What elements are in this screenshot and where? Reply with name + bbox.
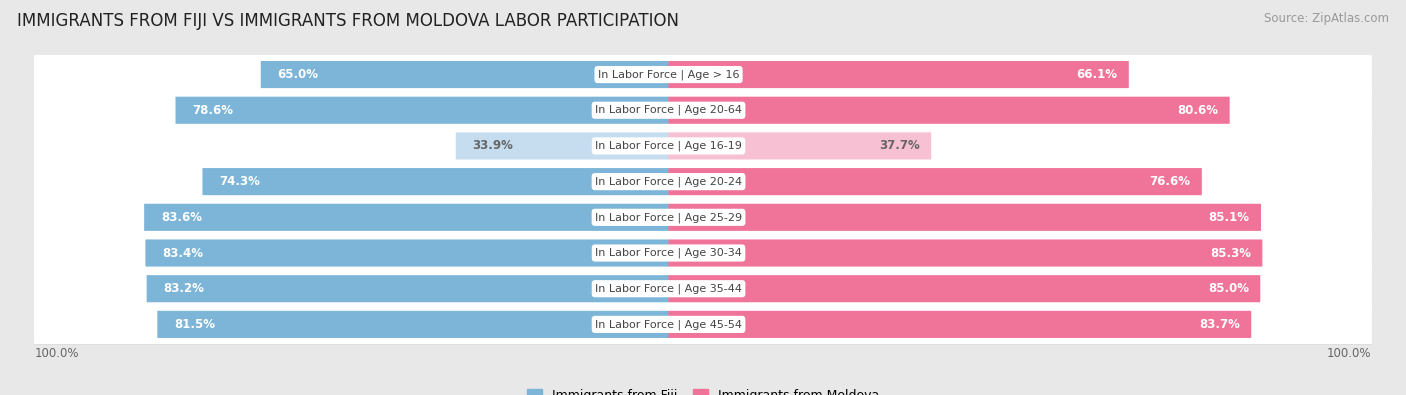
Text: 33.9%: 33.9% <box>472 139 513 152</box>
Text: 76.6%: 76.6% <box>1150 175 1191 188</box>
FancyBboxPatch shape <box>34 126 1372 166</box>
Text: 37.7%: 37.7% <box>879 139 920 152</box>
FancyBboxPatch shape <box>34 198 1372 237</box>
FancyBboxPatch shape <box>176 97 669 124</box>
Text: 81.5%: 81.5% <box>174 318 215 331</box>
Legend: Immigrants from Fiji, Immigrants from Moldova: Immigrants from Fiji, Immigrants from Mo… <box>522 384 884 395</box>
FancyBboxPatch shape <box>34 91 1372 131</box>
FancyBboxPatch shape <box>34 127 1372 166</box>
FancyBboxPatch shape <box>668 97 1230 124</box>
FancyBboxPatch shape <box>668 275 1260 302</box>
Text: 85.1%: 85.1% <box>1209 211 1250 224</box>
FancyBboxPatch shape <box>145 239 669 267</box>
FancyBboxPatch shape <box>668 311 1251 338</box>
Text: 78.6%: 78.6% <box>193 104 233 117</box>
FancyBboxPatch shape <box>668 239 1263 267</box>
FancyBboxPatch shape <box>157 311 669 338</box>
FancyBboxPatch shape <box>668 168 1202 195</box>
FancyBboxPatch shape <box>34 305 1372 345</box>
Text: 83.2%: 83.2% <box>163 282 204 295</box>
FancyBboxPatch shape <box>202 168 669 195</box>
Text: In Labor Force | Age 20-24: In Labor Force | Age 20-24 <box>595 177 742 187</box>
Text: 74.3%: 74.3% <box>219 175 260 188</box>
FancyBboxPatch shape <box>668 204 1261 231</box>
FancyBboxPatch shape <box>145 204 669 231</box>
FancyBboxPatch shape <box>34 163 1372 202</box>
Text: In Labor Force | Age > 16: In Labor Force | Age > 16 <box>598 69 740 80</box>
FancyBboxPatch shape <box>260 61 669 88</box>
Text: 80.6%: 80.6% <box>1177 104 1219 117</box>
FancyBboxPatch shape <box>34 269 1372 308</box>
Text: In Labor Force | Age 45-54: In Labor Force | Age 45-54 <box>595 319 742 330</box>
Text: In Labor Force | Age 20-64: In Labor Force | Age 20-64 <box>595 105 742 115</box>
Text: 66.1%: 66.1% <box>1077 68 1118 81</box>
FancyBboxPatch shape <box>34 55 1372 94</box>
Text: In Labor Force | Age 25-29: In Labor Force | Age 25-29 <box>595 212 742 222</box>
FancyBboxPatch shape <box>34 90 1372 130</box>
FancyBboxPatch shape <box>668 61 1129 88</box>
Text: IMMIGRANTS FROM FIJI VS IMMIGRANTS FROM MOLDOVA LABOR PARTICIPATION: IMMIGRANTS FROM FIJI VS IMMIGRANTS FROM … <box>17 12 679 30</box>
FancyBboxPatch shape <box>34 162 1372 201</box>
FancyBboxPatch shape <box>456 132 669 160</box>
FancyBboxPatch shape <box>34 233 1372 273</box>
Text: 83.7%: 83.7% <box>1199 318 1240 331</box>
FancyBboxPatch shape <box>146 275 669 302</box>
Text: 85.0%: 85.0% <box>1208 282 1249 295</box>
Text: In Labor Force | Age 35-44: In Labor Force | Age 35-44 <box>595 284 742 294</box>
Text: 83.6%: 83.6% <box>160 211 202 224</box>
Text: 100.0%: 100.0% <box>1327 346 1371 359</box>
Text: 100.0%: 100.0% <box>35 346 79 359</box>
Text: 83.4%: 83.4% <box>162 246 204 260</box>
FancyBboxPatch shape <box>668 132 931 160</box>
FancyBboxPatch shape <box>34 270 1372 309</box>
FancyBboxPatch shape <box>34 234 1372 273</box>
Text: 65.0%: 65.0% <box>277 68 319 81</box>
Text: In Labor Force | Age 30-34: In Labor Force | Age 30-34 <box>595 248 742 258</box>
Text: In Labor Force | Age 16-19: In Labor Force | Age 16-19 <box>595 141 742 151</box>
FancyBboxPatch shape <box>34 305 1372 344</box>
Text: 85.3%: 85.3% <box>1211 246 1251 260</box>
FancyBboxPatch shape <box>34 198 1372 238</box>
Text: Source: ZipAtlas.com: Source: ZipAtlas.com <box>1264 12 1389 25</box>
FancyBboxPatch shape <box>34 56 1372 95</box>
